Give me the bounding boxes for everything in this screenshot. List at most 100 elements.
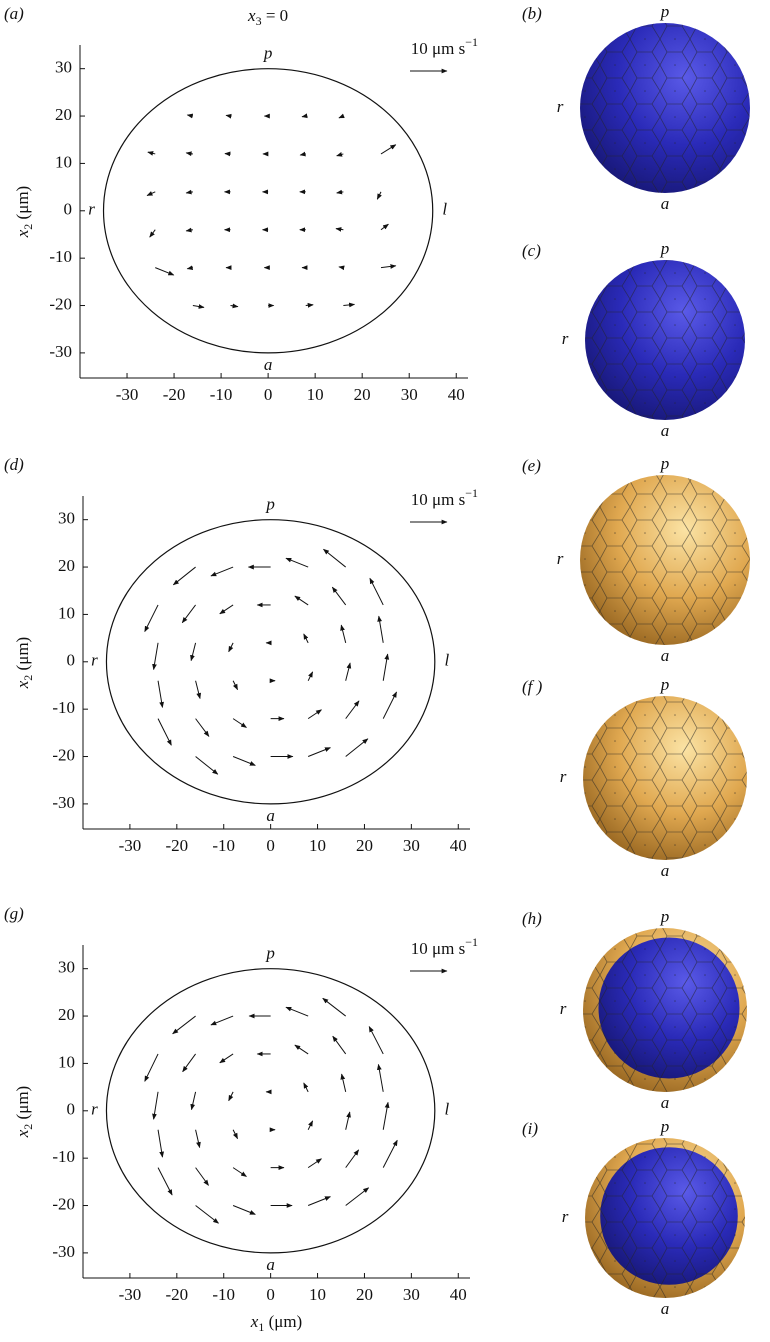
y-axis-label-rest: (μm) [13,1086,32,1124]
x-tick-label: 0 [266,1285,275,1304]
orientation-label: a [661,646,670,665]
x-tick-label: 40 [448,385,465,404]
orientation-label: r [88,200,95,219]
velocity-arrow [232,680,238,691]
velocity-arrow [345,1149,360,1168]
orientation-label: p [660,454,670,473]
velocity-arrow [149,229,156,238]
velocity-arrow [157,718,172,746]
panel-label: (h) [522,909,542,928]
x-axis-label-rest: (μm) [264,1312,302,1331]
velocity-arrow [294,1044,309,1055]
y-axis-label-base: x [13,1129,32,1138]
y-tick-label: 0 [67,1100,76,1119]
reference-label: 10 μm s−1 [411,486,478,509]
y-tick-label: -10 [52,698,75,717]
orientation-label: r [562,1207,569,1226]
velocity-arrow [230,303,239,309]
x-tick-label: 30 [401,385,418,404]
x-tick-label: -10 [210,385,233,404]
velocity-arrow [182,1053,196,1073]
velocity-arrow [210,1015,234,1026]
x-tick-label: -20 [165,836,188,855]
velocity-arrow [157,1129,164,1158]
reference-label: 10 μm s−1 [411,935,478,958]
y-tick-label: -30 [52,793,75,812]
orientation-label: a [661,861,670,880]
y-tick-label: 0 [67,651,76,670]
orientation-label: a [661,1093,670,1112]
orientation-label: a [661,194,670,213]
x-tick-label: -30 [116,385,139,404]
velocity-arrow [307,671,314,681]
velocity-arrow [232,1167,247,1177]
panel-label: (d) [4,455,24,474]
velocity-arrow [185,151,193,157]
embryo-cells [583,928,747,1092]
x-tick-label: 20 [356,836,373,855]
y-axis-label: x2 (μm) [13,637,35,689]
y-tick-label: 10 [58,603,75,622]
velocity-arrow [377,615,384,643]
velocity-arrow [232,718,247,728]
orientation-label: p [660,239,670,258]
x-tick-label: 30 [403,836,420,855]
orientation-label: r [560,999,567,1018]
velocity-arrow [195,680,202,700]
x-tick-label: -20 [163,385,186,404]
velocity-arrow [369,577,384,606]
velocity-arrow [336,152,344,157]
x-tick-label: -30 [119,1285,142,1304]
velocity-arrow [376,191,382,200]
y-tick-label: 20 [55,105,72,124]
orientation-label: r [560,767,567,786]
orientation-label: r [557,97,564,116]
orientation-label: a [661,421,670,440]
reference-label-sup: −1 [465,935,478,949]
orientation-label: l [444,1100,449,1119]
panel-title: x3 = 0 [247,6,288,28]
velocity-arrow [157,680,164,708]
velocity-arrow [338,265,345,271]
orientation-label: r [91,1100,98,1119]
velocity-arrow [192,304,205,309]
orientation-label: a [266,1255,275,1274]
velocity-arrow [380,264,397,269]
reference-label-text: 10 μm s [411,490,465,509]
velocity-arrow [345,1111,351,1130]
velocity-arrow [219,1053,234,1064]
orientation-label: r [91,651,98,670]
y-axis-label-rest: (μm) [13,186,32,224]
panel-label: (g) [4,904,24,923]
velocity-arrow [185,227,193,233]
panel-label: (c) [522,241,541,260]
velocity-arrow [219,604,234,615]
reference-label-sup: −1 [465,486,478,500]
x-tick-label: 10 [309,1285,326,1304]
y-tick-label: -30 [52,1242,75,1261]
velocity-arrow [380,144,397,155]
embryo-cells [585,1138,745,1298]
y-axis-label: x2 (μm) [13,186,35,238]
velocity-arrow [146,191,156,196]
y-tick-label: -10 [52,1147,75,1166]
velocity-arrow [152,1091,159,1120]
velocity-arrow [345,700,360,719]
y-tick-label: -30 [49,342,72,361]
panel-title-sub: 3 [256,14,262,28]
velocity-arrow [307,1120,314,1130]
panel-label: (i) [522,1119,538,1138]
velocity-arrow [340,624,347,643]
x-axis-label-sub: 1 [258,1320,264,1334]
velocity-arrow [186,113,194,119]
velocity-arrow [157,1167,173,1196]
velocity-arrow [195,1205,219,1224]
x-tick-label: 10 [309,836,326,855]
panel-label: (b) [522,4,542,23]
velocity-arrow [303,633,309,644]
velocity-arrow [210,566,234,577]
orientation-label: l [442,200,447,219]
orientation-label: p [660,2,670,21]
panel-label: (f ) [522,677,543,696]
x-tick-label: -20 [165,1285,188,1304]
